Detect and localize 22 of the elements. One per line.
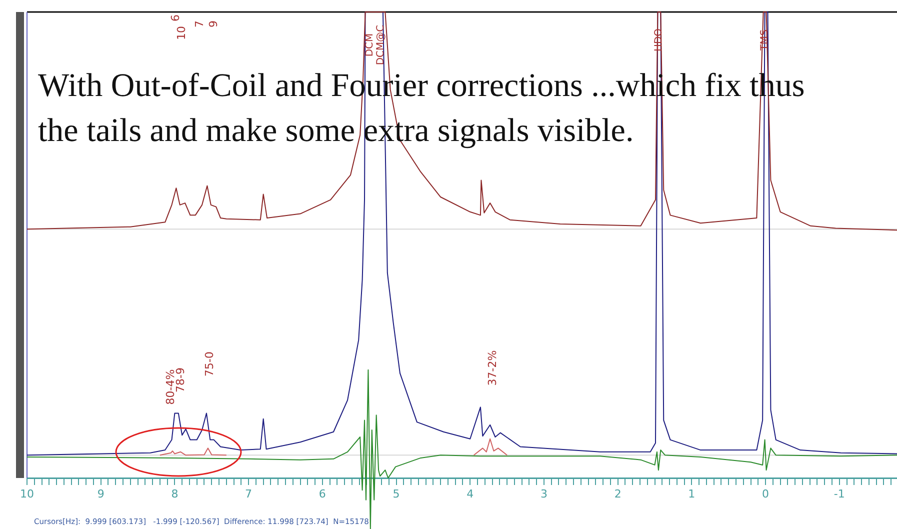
annotation: 75-0 [202,352,216,376]
annotation: 9 [206,20,220,28]
annotation: 7 [192,20,206,28]
x-tick-label: 9 [97,487,104,500]
x-tick-label: 4 [466,487,474,500]
annotation: 10 [174,26,188,40]
x-tick-label: 3 [540,487,548,500]
x-tick-label: -1 [834,487,845,500]
x-tick-label: 6 [318,487,326,500]
annotation: DCM@C [376,24,387,66]
x-tick-label: 8 [171,487,178,500]
x-tick-label: 10 [20,487,34,500]
annotation: HDO [654,28,665,52]
x-tick-label: 7 [245,487,252,500]
x-tick-label: 2 [614,487,622,500]
annotation: TMS [760,29,771,52]
x-tick-label: 1 [688,487,696,500]
x-tick-label: 0 [762,487,770,500]
annotation: 6 [168,14,182,22]
annotation: DCM [364,33,376,57]
annotation: 37-2% [486,350,499,386]
x-tick-label: 5 [392,487,400,500]
